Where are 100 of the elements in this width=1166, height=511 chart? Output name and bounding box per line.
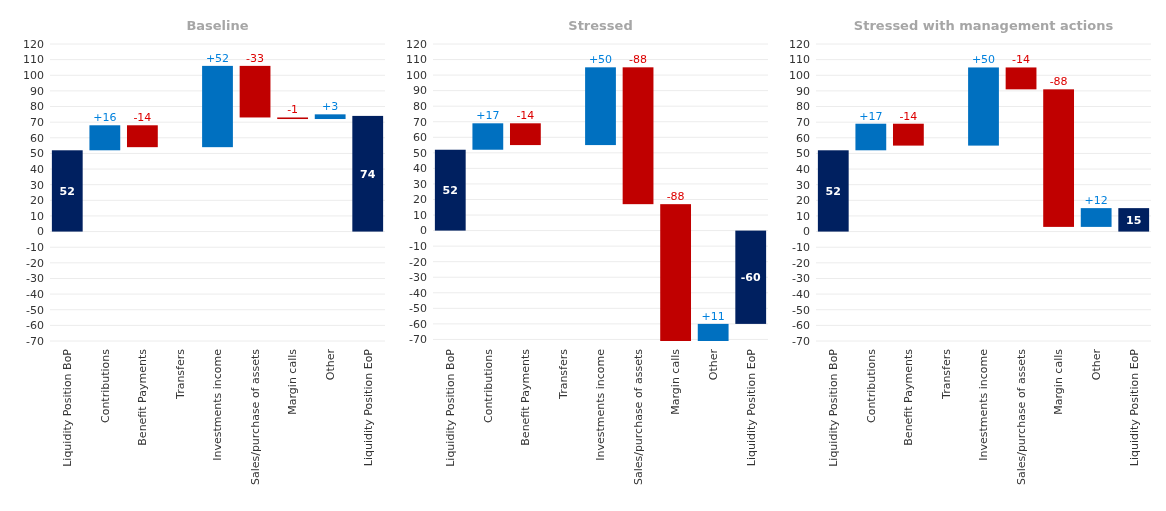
bar <box>89 125 121 151</box>
y-tick-label: 120 <box>789 37 810 51</box>
y-tick-label: -60 <box>409 317 427 331</box>
y-tick-label: -40 <box>26 287 44 301</box>
bar <box>1005 67 1037 90</box>
y-tick-label: 70 <box>30 116 44 130</box>
y-tick-label: -30 <box>409 271 427 285</box>
data-label: 15 <box>1126 213 1142 227</box>
data-label: +50 <box>971 53 996 67</box>
y-tick-label: -70 <box>409 333 427 347</box>
y-tick-label: 60 <box>413 131 427 145</box>
bar <box>239 65 271 118</box>
y-tick-label: 60 <box>796 131 810 145</box>
y-tick-label: 50 <box>30 147 44 161</box>
x-tick-label: Benefit Payments <box>519 348 533 446</box>
y-tick-label: -50 <box>26 303 44 317</box>
bar <box>434 149 466 231</box>
y-tick-label: -10 <box>792 241 810 255</box>
y-tick-label: -40 <box>409 286 427 300</box>
y-tick-label: 50 <box>413 146 427 160</box>
y-tick-label: 20 <box>30 194 44 208</box>
y-tick-label: 0 <box>420 224 427 238</box>
x-tick-label: Investments income <box>211 348 225 461</box>
chart-title: Baseline <box>186 18 249 33</box>
x-tick-label: Liquidity Position EoP <box>1127 348 1141 467</box>
x-tick-label: Liquidity Position BoP <box>61 348 75 467</box>
y-tick-label: 10 <box>413 208 427 222</box>
bar <box>660 204 692 341</box>
y-tick-label: 90 <box>413 84 427 98</box>
y-tick-label: 10 <box>30 209 44 223</box>
y-tick-label: 40 <box>796 162 810 176</box>
y-tick-label: 90 <box>796 84 810 98</box>
y-tick-label: -20 <box>792 256 810 270</box>
y-tick-label: 20 <box>796 194 810 208</box>
y-tick-label: 110 <box>23 53 44 67</box>
bar <box>892 123 924 146</box>
data-label: -88 <box>1049 75 1068 89</box>
data-label: -14 <box>516 109 535 123</box>
x-tick-label: Sales/purchase of assets <box>1014 348 1028 486</box>
data-label: 52 <box>59 184 75 198</box>
bar <box>585 67 616 146</box>
y-tick-label: 30 <box>30 178 44 192</box>
y-tick-label: -70 <box>26 334 44 348</box>
x-tick-label: Liquidity Position BoP <box>827 348 841 467</box>
data-label: -1 <box>287 103 299 117</box>
x-tick-label: Transfers <box>173 348 187 400</box>
data-label: +50 <box>588 53 613 67</box>
x-tick-label: Margin calls <box>286 348 300 415</box>
x-tick-label: Benefit Payments <box>136 348 150 446</box>
y-tick-label: 10 <box>796 209 810 223</box>
y-tick-label: 80 <box>413 100 427 114</box>
bar <box>1118 208 1150 232</box>
data-label: 52 <box>825 184 841 198</box>
x-tick-label: Investments income <box>594 348 608 461</box>
data-label: -33 <box>246 51 265 65</box>
x-tick-label: Liquidity Position EoP <box>744 348 758 467</box>
y-tick-label: -50 <box>409 302 427 316</box>
x-tick-label: Sales/purchase of assets <box>248 348 262 486</box>
bar <box>817 150 849 232</box>
bar <box>202 65 233 148</box>
data-label: -14 <box>133 111 152 125</box>
chart-title: Stressed with management actions <box>853 18 1114 33</box>
bar <box>352 115 384 232</box>
data-label: +3 <box>322 100 339 114</box>
y-tick-label: 70 <box>413 115 427 129</box>
bar <box>697 323 729 341</box>
y-tick-label: 80 <box>30 100 44 114</box>
bar <box>126 125 158 148</box>
bar <box>314 114 346 120</box>
data-label: -88 <box>666 190 685 204</box>
bar <box>855 123 887 151</box>
y-tick-label: 100 <box>789 69 810 83</box>
y-tick-label: 0 <box>37 225 44 239</box>
x-tick-label: Investments income <box>977 348 991 461</box>
data-label: -14 <box>899 109 918 123</box>
bar <box>968 67 999 146</box>
y-tick-label: -20 <box>409 255 427 269</box>
y-tick-label: 40 <box>30 162 44 176</box>
y-tick-label: 120 <box>406 37 427 51</box>
y-tick-label: 40 <box>413 162 427 176</box>
y-tick-label: -30 <box>792 272 810 286</box>
y-tick-label: 50 <box>796 147 810 161</box>
x-tick-label: Other <box>1090 348 1104 381</box>
y-tick-label: 110 <box>406 53 427 67</box>
data-label: +16 <box>93 111 117 125</box>
data-label: -60 <box>740 271 762 285</box>
x-tick-label: Margin calls <box>1052 348 1066 415</box>
y-tick-label: -20 <box>26 256 44 270</box>
y-tick-label: -30 <box>26 272 44 286</box>
y-tick-label: 80 <box>796 100 810 114</box>
y-tick-label: 30 <box>796 178 810 192</box>
data-label: -14 <box>1012 53 1031 67</box>
x-tick-label: Other <box>707 348 721 381</box>
bar <box>509 123 541 146</box>
bar <box>622 67 654 205</box>
x-tick-label: Transfers <box>939 348 953 400</box>
y-tick-label: 120 <box>23 37 44 51</box>
x-tick-label: Liquidity Position EoP <box>361 348 375 467</box>
bar <box>1080 208 1112 227</box>
y-tick-label: 100 <box>406 68 427 82</box>
